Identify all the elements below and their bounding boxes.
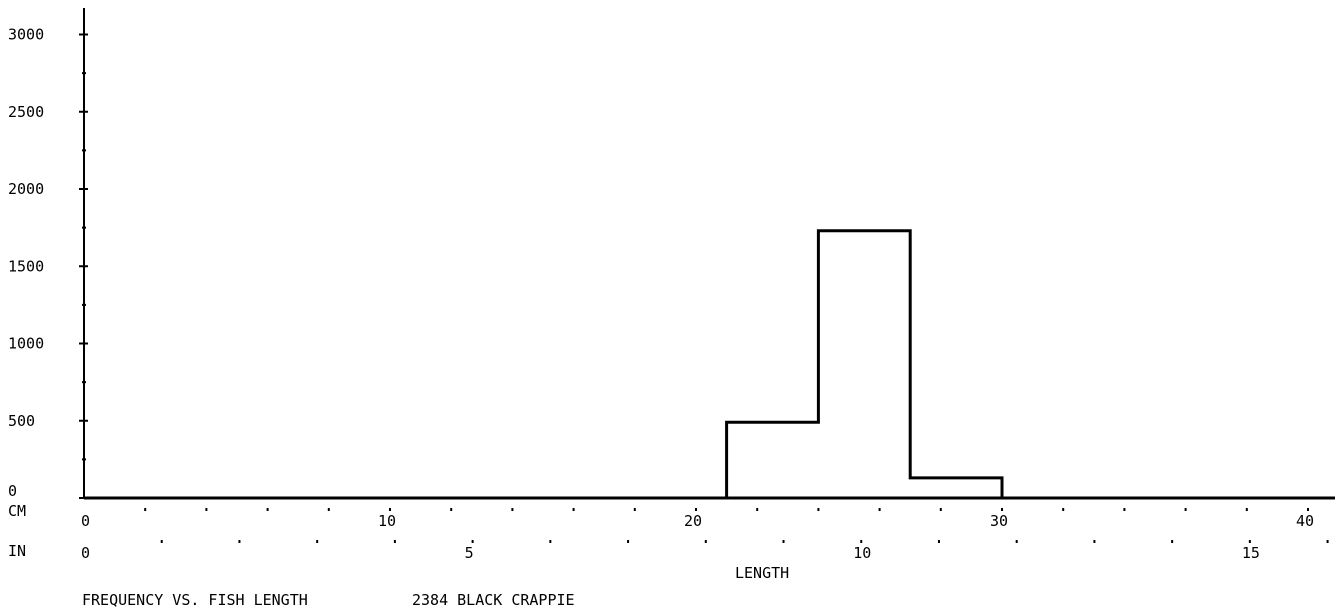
cm-tick-label: 40 [1296,512,1314,530]
cm-unit-label: CM [8,502,26,520]
axes: 0 500 1000 1500 2000 2500 3000 0 10 20 30 40 0 5 10 15 [8,8,1335,562]
cm-tick-label: 20 [684,512,702,530]
chart-title: FREQUENCY VS. FISH LENGTH [82,591,308,609]
in-tick-label: 15 [1242,544,1260,562]
in-unit-label: IN [8,542,26,560]
in-tick-label: 5 [465,544,474,562]
cm-tick-label: 0 [81,512,90,530]
y-tick-label: 1500 [8,257,44,275]
y-tick-label: 3000 [8,26,44,44]
y-tick-label: 2500 [8,103,44,121]
histogram-outline [725,229,1004,498]
histogram-bar-1 [727,422,819,498]
in-tick-label: 10 [853,544,871,562]
cm-tick-label: 30 [990,512,1008,530]
axis-labels: CM IN LENGTH FREQUENCY VS. FISH LENGTH 2… [8,502,789,609]
chart-subtitle: 2384 BLACK CRAPPIE [412,591,575,609]
x-axis-label: LENGTH [735,564,789,582]
histogram-bar-3 [910,478,1002,498]
in-tick-label: 0 [81,544,90,562]
y-tick-label: 500 [8,412,35,430]
y-tick-label: 1000 [8,335,44,353]
y-tick-label: 2000 [8,180,44,198]
cm-tick-label: 10 [378,512,396,530]
y-tick-label: 0 [8,482,17,500]
histogram-bars [725,229,1004,498]
histogram-bar-2 [818,231,910,498]
